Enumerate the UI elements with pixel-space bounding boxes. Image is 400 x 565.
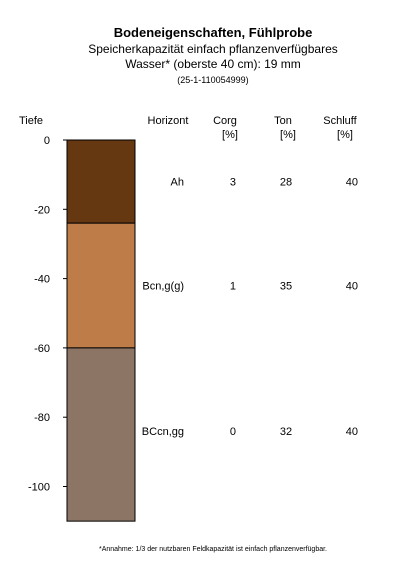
column-unit-corg: [%] [222, 129, 238, 141]
horizon-0-ton: 28 [280, 177, 292, 189]
column-unit-ton: [%] [280, 129, 296, 141]
column-header-ton: Ton [274, 115, 292, 127]
chart-subtitle-1: Speicherkapazität einfach pflanzenverfüg… [88, 42, 338, 56]
y-axis: 0 -20 -40 -60 -80 -100 [28, 135, 67, 494]
horizon-1-schluff: 40 [346, 281, 358, 293]
horizon-0-schluff: 40 [346, 177, 358, 189]
horizon-2-schluff: 40 [346, 426, 358, 438]
horizon-layer-2 [66, 347, 136, 522]
column-header-corg: Corg [213, 115, 237, 127]
horizon-2-ton: 32 [280, 426, 292, 438]
horizon-layers [66, 139, 136, 522]
horizon-layer-1 [66, 222, 136, 349]
horizon-0-corg: 3 [230, 177, 236, 189]
column-header-schluff: Schluff [323, 115, 357, 127]
y-tick-label-0: 0 [44, 135, 50, 147]
horizon-values: Ah 3 28 40 Bcn,g(g) 1 35 40 BCcn,gg 0 32 40 [142, 177, 358, 438]
chart-subtitle-3: (25-1-110054999) [177, 75, 248, 85]
horizon-layer-0 [66, 139, 136, 224]
footnote: *Annahme: 1/3 der nutzbaren Feldkapazitä… [99, 546, 327, 553]
column-headers: Horizont Corg [%] Ton [%] Schluff [%] [148, 115, 358, 141]
horizon-0-horizont: Ah [171, 177, 184, 189]
column-header-horizont: Horizont [148, 115, 189, 127]
column-unit-schluff: [%] [337, 129, 353, 141]
horizon-2-corg: 0 [230, 426, 236, 438]
chart-title: Bodeneigenschaften, Fühlprobe [114, 25, 313, 40]
y-tick-label-5: -100 [28, 482, 50, 494]
horizon-2-horizont: BCcn,gg [142, 426, 184, 438]
y-tick-label-4: -80 [34, 412, 50, 424]
y-tick-label-3: -60 [34, 343, 50, 355]
horizon-1-corg: 1 [230, 281, 236, 293]
y-axis-label: Tiefe [19, 115, 43, 127]
horizon-1-horizont: Bcn,g(g) [142, 281, 184, 293]
horizon-1-ton: 35 [280, 281, 292, 293]
y-tick-label-2: -40 [34, 274, 50, 286]
y-tick-label-1: -20 [34, 204, 50, 216]
chart-subtitle-2: Wasser* (oberste 40 cm): 19 mm [125, 57, 301, 71]
